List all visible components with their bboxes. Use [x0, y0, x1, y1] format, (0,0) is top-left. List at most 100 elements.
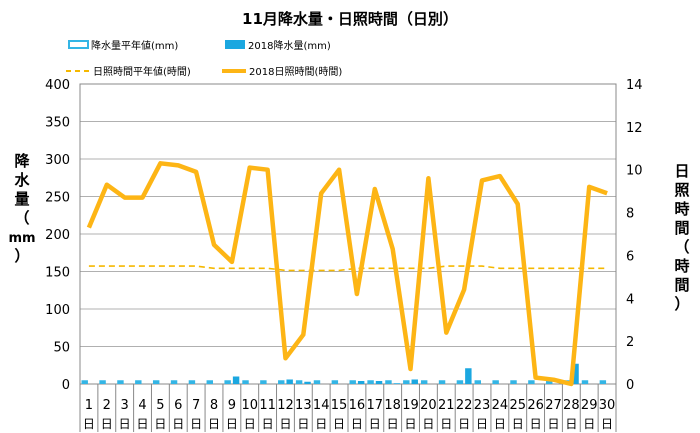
y-right-title-char: 照: [674, 181, 689, 199]
bar-rain-2018: [304, 382, 310, 384]
x-tick-unit: 日: [226, 417, 238, 431]
x-tick-label: 6: [174, 398, 182, 413]
legend-swatch-rain-normal: [69, 41, 88, 48]
x-tick-label: 13: [295, 398, 312, 413]
y-left-tick-label: 50: [53, 341, 70, 356]
y-right-tick-label: 4: [626, 292, 634, 307]
x-tick-label: 16: [349, 398, 366, 413]
legend-label-sun-2018: 2018日照時間(時間): [249, 66, 342, 78]
x-tick-unit: 日: [279, 417, 291, 431]
y-left-tick-label: 250: [45, 191, 70, 206]
bar-rain-2018: [394, 383, 400, 384]
y-left-title-char: 水: [14, 171, 30, 189]
x-tick-label: 20: [420, 398, 437, 413]
x-tick-label: 1: [85, 398, 93, 413]
x-tick-label: 27: [545, 398, 562, 413]
y-right-tick-label: 10: [626, 164, 643, 179]
x-tick-unit: 日: [440, 417, 452, 431]
y-left-tick-label: 100: [45, 303, 70, 318]
bar-rain-normal: [242, 380, 248, 384]
x-tick-unit: 日: [405, 417, 417, 431]
bar-rain-normal: [492, 380, 498, 384]
x-tick-label: 7: [192, 398, 200, 413]
plot-area: 050100150200250300350400024681012141日2日3…: [45, 78, 642, 432]
bar-rain-normal: [82, 380, 88, 384]
legend-label-rain-normal: 降水量平年値(mm): [91, 39, 178, 52]
y-left-tick-label: 150: [45, 266, 70, 281]
y-right-tick-label: 8: [626, 207, 634, 222]
y-right-tick-label: 2: [626, 335, 634, 350]
x-tick-label: 4: [138, 398, 146, 413]
x-tick-label: 14: [313, 398, 330, 413]
y-left-tick-label: 300: [45, 153, 70, 168]
bar-rain-normal: [457, 380, 463, 384]
bar-rain-normal: [207, 380, 213, 384]
x-tick-label: 5: [156, 398, 164, 413]
y-left-title-char: mm: [8, 231, 35, 246]
y-left-tick-label: 200: [45, 228, 70, 243]
x-tick-label: 10: [241, 398, 258, 413]
bar-rain-normal: [117, 380, 123, 384]
x-tick-unit: 日: [333, 417, 345, 431]
x-tick-unit: 日: [512, 417, 524, 431]
bar-rain-normal: [278, 380, 284, 384]
bar-rain-normal: [528, 380, 534, 384]
y-right-title-char: （: [674, 238, 689, 256]
y-left-title-char: 量: [14, 190, 29, 208]
y-axis-left-title: 降水量（ mm）: [8, 152, 35, 265]
bar-rain-normal: [421, 380, 427, 384]
x-tick-label: 23: [474, 398, 491, 413]
x-tick-unit: 日: [351, 417, 363, 431]
x-tick-label: 12: [277, 398, 294, 413]
bar-rain-2018: [412, 380, 418, 385]
bar-rain-normal: [260, 380, 266, 384]
bar-rain-normal: [314, 380, 320, 384]
x-tick-unit: 日: [208, 417, 220, 431]
x-tick-unit: 日: [422, 417, 434, 431]
bar-rain-2018: [358, 381, 364, 384]
bar-rain-2018: [233, 377, 239, 385]
x-tick-label: 24: [492, 398, 509, 413]
bar-rain-normal: [403, 380, 409, 384]
bar-rain-normal: [99, 380, 105, 384]
x-tick-label: 9: [228, 398, 236, 413]
y-right-tick-label: 14: [626, 78, 643, 93]
legend: 降水量平年値(mm) 2018降水量(mm) 日照時間平年値(時間) 2018日…: [66, 39, 342, 78]
bar-rain-normal: [367, 380, 373, 384]
y-right-title-char: 時: [674, 257, 689, 275]
x-tick-unit: 日: [458, 417, 470, 431]
chart-title: 11月降水量・日照時間（日別）: [242, 10, 458, 28]
y-right-tick-label: 6: [626, 249, 634, 264]
x-tick-unit: 日: [547, 417, 559, 431]
x-tick-label: 11: [259, 398, 276, 413]
y-left-title-char: ）: [14, 247, 29, 265]
x-tick-unit: 日: [262, 417, 274, 431]
bar-rain-normal: [135, 380, 141, 384]
y-left-tick-label: 0: [62, 378, 70, 393]
x-tick-unit: 日: [119, 417, 131, 431]
bar-rain-normal: [439, 380, 445, 384]
x-tick-unit: 日: [315, 417, 327, 431]
y-left-tick-label: 350: [45, 116, 70, 131]
bar-rain-normal: [296, 380, 302, 384]
x-tick-unit: 日: [583, 417, 595, 431]
x-tick-unit: 日: [244, 417, 256, 431]
x-tick-unit: 日: [494, 417, 506, 431]
legend-label-sun-normal: 日照時間平年値(時間): [93, 65, 191, 78]
y-right-tick-label: 0: [626, 378, 634, 393]
bar-rain-2018: [465, 368, 471, 384]
bar-rain-2018: [376, 381, 382, 384]
x-tick-unit: 日: [530, 417, 542, 431]
bar-rain-normal: [510, 380, 516, 384]
legend-label-rain-2018: 2018降水量(mm): [248, 39, 331, 52]
x-tick-label: 17: [367, 398, 384, 413]
x-tick-unit: 日: [565, 417, 577, 431]
x-tick-label: 8: [210, 398, 218, 413]
x-tick-unit: 日: [476, 417, 488, 431]
bar-rain-normal: [189, 380, 195, 384]
line-sunshine-normal: [89, 266, 607, 270]
x-tick-label: 22: [456, 398, 473, 413]
y-right-tick-label: 12: [626, 121, 643, 136]
x-tick-label: 29: [581, 398, 598, 413]
